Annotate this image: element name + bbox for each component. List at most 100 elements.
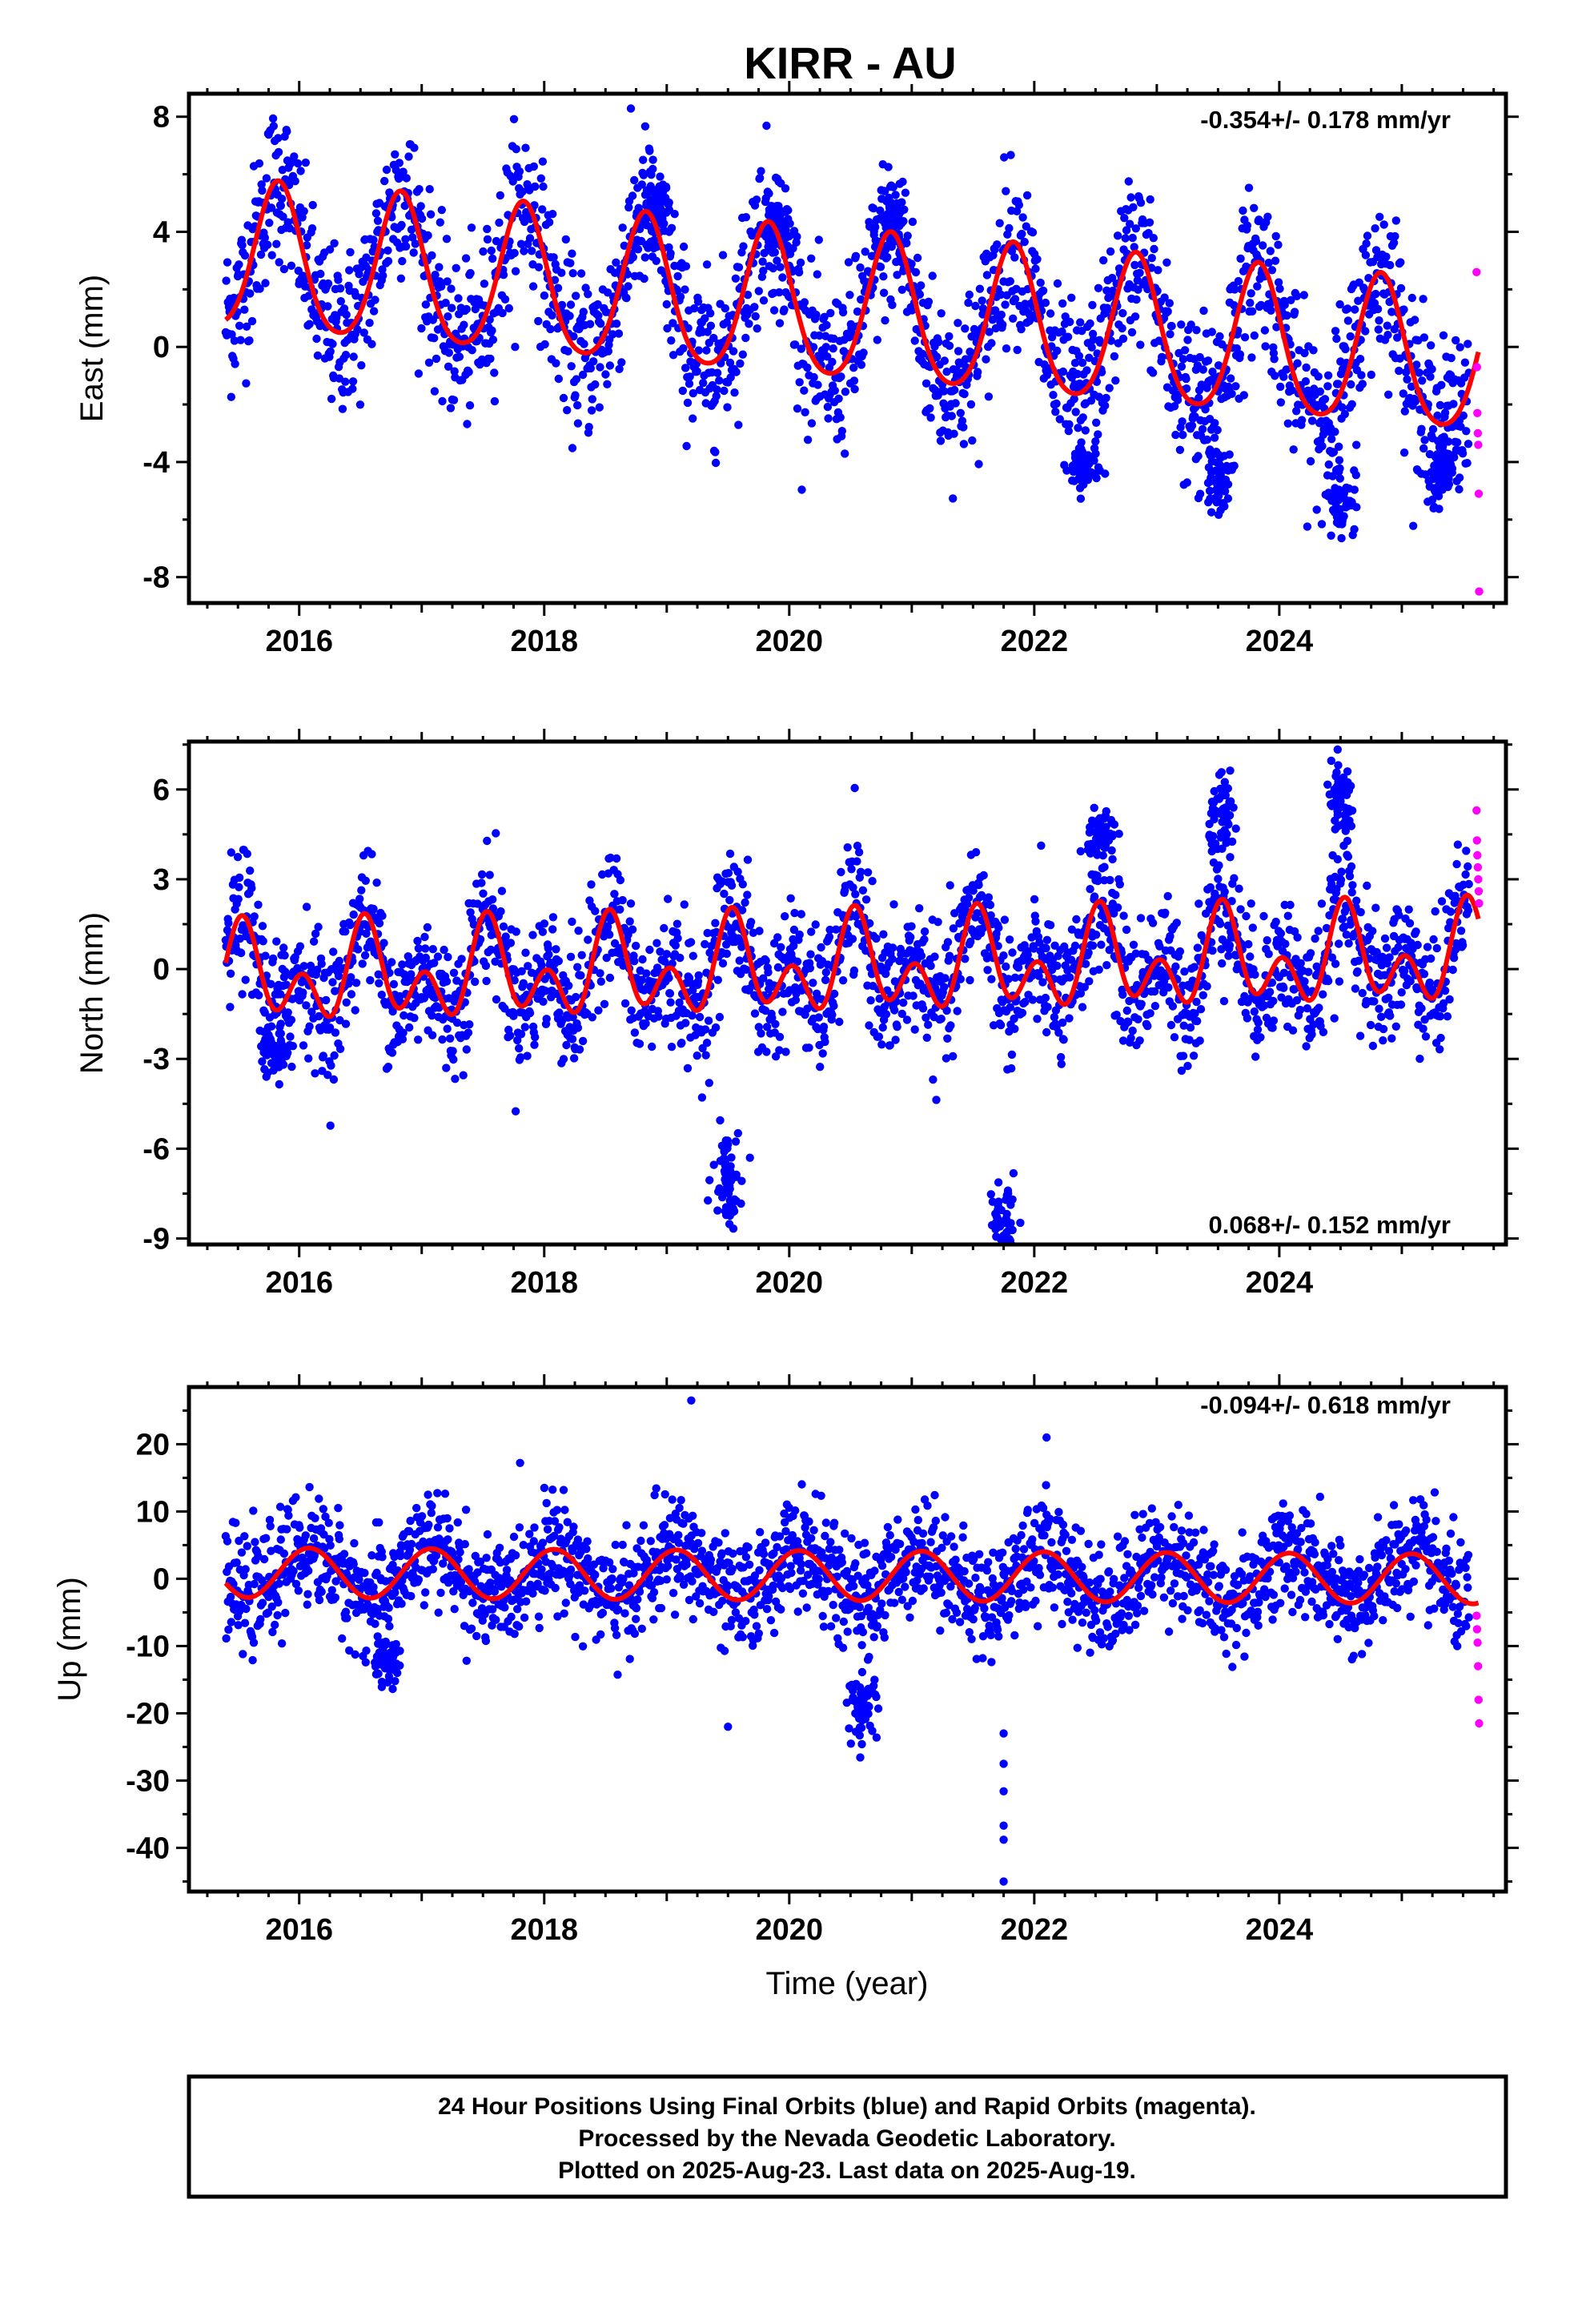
data-point xyxy=(1440,408,1450,417)
data-point xyxy=(1092,418,1101,427)
data-point xyxy=(791,983,800,992)
data-point xyxy=(1088,300,1097,310)
data-point xyxy=(433,952,443,961)
data-point xyxy=(448,304,456,312)
data-point xyxy=(330,239,339,247)
data-point xyxy=(1373,304,1383,314)
data-point xyxy=(1335,496,1343,505)
data-point xyxy=(509,115,519,123)
data-point xyxy=(313,965,322,975)
data-point xyxy=(1219,480,1228,489)
data-point xyxy=(635,1039,644,1048)
data-point xyxy=(949,494,958,503)
data-point xyxy=(515,167,524,176)
east-y-axis-label: East (mm) xyxy=(74,275,110,422)
data-point xyxy=(578,1036,588,1046)
data-point xyxy=(1434,481,1443,491)
data-point xyxy=(1247,353,1256,362)
data-point xyxy=(648,164,657,174)
data-point xyxy=(1375,1004,1383,1013)
data-point xyxy=(725,849,735,858)
data-point xyxy=(866,996,875,1005)
data-point xyxy=(1403,375,1411,384)
data-point xyxy=(665,974,673,983)
data-point xyxy=(1351,471,1361,480)
data-point xyxy=(432,354,441,364)
data-point xyxy=(681,1019,690,1027)
data-point xyxy=(438,396,447,406)
data-point xyxy=(870,221,879,230)
data-point xyxy=(917,951,926,960)
data-point xyxy=(584,423,593,432)
data-point xyxy=(1058,367,1068,376)
data-point xyxy=(1118,334,1128,344)
data-point xyxy=(821,1037,829,1047)
data-point xyxy=(379,939,388,947)
data-point xyxy=(1066,973,1074,982)
data-point xyxy=(1323,976,1333,986)
data-point xyxy=(548,311,556,320)
data-point xyxy=(690,304,699,313)
data-point xyxy=(334,275,343,284)
data-point xyxy=(534,316,543,326)
data-point xyxy=(1315,1003,1323,1012)
data-point xyxy=(1095,338,1105,347)
data-point xyxy=(476,935,485,944)
data-point xyxy=(618,223,627,232)
data-point xyxy=(974,880,983,890)
data-point xyxy=(1279,983,1288,992)
data-point xyxy=(1336,875,1346,885)
data-point xyxy=(1113,903,1122,912)
data-point xyxy=(1250,203,1259,212)
data-point xyxy=(498,308,507,318)
data-point xyxy=(869,231,878,239)
data-point xyxy=(805,963,814,973)
data-point xyxy=(1300,977,1309,986)
data-point xyxy=(834,394,843,403)
data-point xyxy=(1344,939,1353,948)
east-plot-frame xyxy=(187,91,1508,605)
data-point xyxy=(888,300,897,309)
data-point xyxy=(1456,343,1464,352)
data-point xyxy=(1363,881,1371,891)
data-point xyxy=(945,332,954,341)
data-point xyxy=(1030,895,1039,904)
data-point xyxy=(1099,255,1108,265)
data-point xyxy=(908,306,917,315)
data-point xyxy=(775,1046,784,1055)
data-point xyxy=(689,414,697,423)
data-point xyxy=(836,413,845,422)
data-point xyxy=(910,1025,919,1034)
data-point xyxy=(1058,327,1066,336)
data-point xyxy=(732,368,741,376)
data-point xyxy=(305,1022,314,1031)
data-point xyxy=(1361,327,1370,336)
data-point xyxy=(245,336,254,345)
data-point xyxy=(1225,941,1235,950)
data-point xyxy=(1389,239,1399,247)
rapid-point xyxy=(1474,440,1483,449)
data-point xyxy=(267,1022,276,1031)
data-point xyxy=(274,147,283,157)
data-point xyxy=(676,953,685,963)
data-point xyxy=(1215,332,1224,341)
data-point xyxy=(1371,289,1380,299)
data-point xyxy=(754,287,763,296)
data-point xyxy=(448,1047,457,1055)
data-point xyxy=(1150,1002,1160,1011)
data-point xyxy=(1394,943,1403,952)
data-point xyxy=(1234,276,1243,286)
data-point xyxy=(883,252,892,262)
data-point xyxy=(1227,374,1235,383)
data-point xyxy=(309,937,319,946)
data-point xyxy=(926,404,934,413)
data-point xyxy=(727,881,737,891)
data-point xyxy=(663,324,672,333)
data-point xyxy=(1134,285,1142,294)
data-point xyxy=(1270,355,1279,364)
data-point xyxy=(946,1021,955,1030)
data-point xyxy=(1092,473,1101,483)
data-point xyxy=(227,392,235,401)
data-point xyxy=(452,1018,462,1027)
data-point xyxy=(1170,1033,1179,1042)
